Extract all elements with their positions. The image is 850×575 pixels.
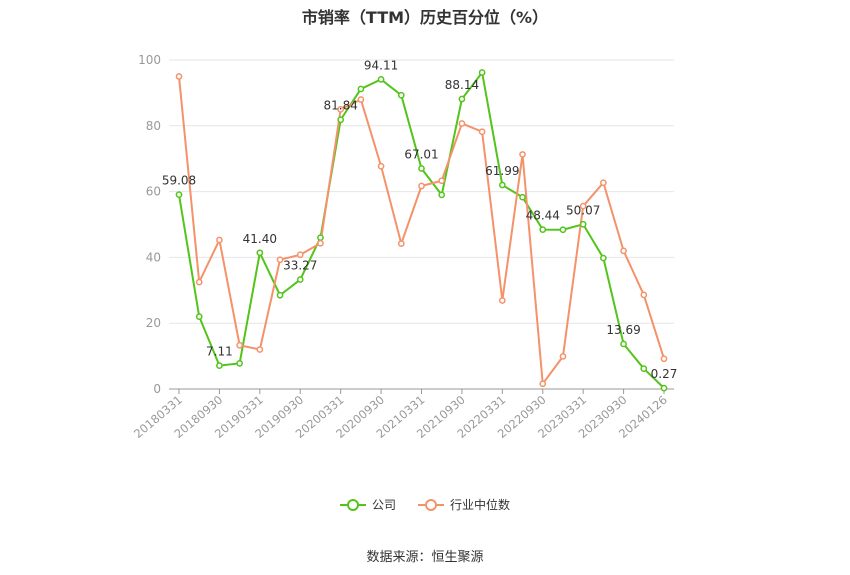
data-point[interactable] [377, 162, 385, 170]
legend-label-industry: 行业中位数 [450, 498, 511, 512]
grid-layer [169, 59, 674, 324]
data-point[interactable] [478, 69, 486, 76]
data-label: 94.11 [364, 58, 398, 72]
data-point[interactable] [175, 73, 183, 80]
y-tick-label: 0 [153, 382, 161, 396]
source-note: 数据来源：恒生聚源 [366, 550, 484, 565]
data-point[interactable] [216, 236, 223, 244]
data-point[interactable] [539, 380, 547, 388]
data-point[interactable] [317, 239, 324, 247]
legend-swatch-industry-icon [418, 498, 444, 511]
data-point[interactable] [640, 291, 648, 299]
data-point[interactable] [458, 120, 466, 127]
data-point[interactable] [256, 249, 264, 257]
data-point[interactable] [397, 240, 405, 247]
data-label: 50.07 [566, 203, 600, 217]
chart-title: 市销率（TTM）历史百分位（%） [301, 8, 549, 27]
data-point[interactable] [620, 247, 627, 255]
data-point[interactable] [660, 355, 668, 363]
label-layer: 59.08 7.11 41.40 33.27 81.84 94.11 67.01 88.14 6… [162, 58, 678, 381]
data-point[interactable] [438, 191, 446, 199]
data-point[interactable] [418, 165, 425, 172]
legend-item-industry[interactable]: 行业中位数 [418, 496, 510, 513]
legend-label-company: 公司 [371, 498, 396, 512]
data-point[interactable] [660, 384, 668, 392]
legend-swatch-company-icon [339, 498, 366, 511]
data-point[interactable] [276, 291, 284, 299]
data-point[interactable] [519, 193, 526, 201]
data-point[interactable] [276, 256, 284, 264]
data-point[interactable] [397, 91, 405, 99]
data-label: 67.01 [404, 148, 438, 162]
data-point[interactable] [620, 340, 627, 348]
data-point[interactable] [296, 251, 304, 259]
data-point[interactable] [296, 276, 304, 283]
data-label: 7.11 [206, 345, 233, 359]
data-point[interactable] [519, 151, 526, 158]
legend-item-company[interactable]: 公司 [339, 496, 396, 513]
data-point[interactable] [559, 353, 567, 360]
data-point[interactable] [539, 226, 547, 233]
data-point[interactable] [357, 85, 365, 93]
data-point[interactable] [579, 202, 587, 210]
data-label: 13.69 [606, 323, 640, 337]
data-point[interactable] [600, 254, 607, 262]
legend: 公司 行业中位数 [0, 496, 850, 513]
data-label: 33.27 [283, 259, 317, 273]
data-label: 48.44 [526, 209, 560, 223]
data-point[interactable] [498, 297, 506, 304]
y-tick-label: 40 [146, 250, 161, 264]
data-point[interactable] [256, 346, 264, 353]
data-point[interactable] [458, 95, 466, 103]
series-layer [175, 69, 668, 392]
data-point[interactable] [438, 177, 446, 185]
data-label: 41.40 [243, 232, 277, 246]
data-point[interactable] [236, 341, 243, 349]
data-point[interactable] [236, 359, 243, 367]
data-point[interactable] [175, 191, 183, 198]
data-point[interactable] [640, 365, 648, 372]
data-label: 88.14 [445, 78, 479, 92]
data-point[interactable] [600, 179, 607, 187]
series-line-0 [178, 70, 665, 389]
y-tick-label: 80 [146, 119, 161, 133]
data-point[interactable] [195, 313, 203, 320]
axis-layer: 0204060801002018033120180930201903312019… [131, 53, 674, 441]
y-tick-label: 20 [146, 316, 161, 330]
data-point[interactable] [337, 106, 345, 113]
line-chart: 0204060801002018033120180930201903312019… [131, 53, 678, 441]
data-point[interactable] [498, 181, 506, 189]
data-point[interactable] [579, 220, 587, 228]
data-point[interactable] [478, 128, 486, 136]
data-point[interactable] [418, 182, 425, 190]
y-tick-label: 60 [146, 185, 161, 199]
series-line-1 [178, 76, 665, 387]
data-point[interactable] [377, 76, 385, 83]
data-point[interactable] [337, 116, 345, 124]
data-point[interactable] [317, 234, 324, 242]
data-label: 61.99 [485, 164, 519, 178]
data-label: 0.27 [651, 367, 678, 381]
data-label: 59.08 [162, 174, 196, 188]
data-label: 81.84 [323, 99, 357, 113]
data-point[interactable] [357, 96, 365, 103]
y-tick-label: 100 [138, 53, 161, 67]
data-point[interactable] [559, 226, 567, 234]
data-point[interactable] [216, 362, 223, 369]
data-point[interactable] [195, 278, 203, 286]
